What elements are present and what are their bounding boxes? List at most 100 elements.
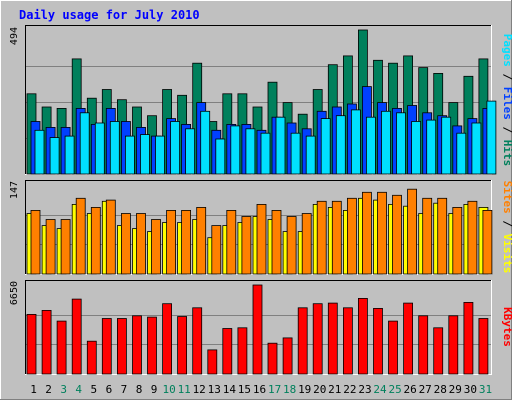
- series-label-part: /: [501, 67, 512, 87]
- x-tick-label-day-31: 31: [479, 383, 492, 396]
- bar-kbytes-day-19: [297, 307, 308, 375]
- bar-pages-day-30: [471, 122, 482, 175]
- bar-kbytes-day-13: [207, 349, 218, 375]
- bar-sites-day-3: [60, 219, 71, 275]
- x-tick-label-day-2: 2: [45, 383, 52, 396]
- x-tick-label-day-7: 7: [121, 383, 128, 396]
- bar-pages-day-14: [230, 125, 241, 175]
- bar-kbytes-day-11: [177, 316, 188, 375]
- panel-sites-visits: [25, 180, 493, 275]
- x-tick-label-day-28: 28: [434, 383, 447, 396]
- bar-kbytes-day-24: [373, 307, 383, 375]
- bar-kbytes-day-26: [403, 302, 414, 375]
- bar-sites-day-16: [256, 203, 267, 275]
- bar-pages-day-26: [411, 121, 422, 175]
- x-tick-label-day-30: 30: [464, 383, 477, 396]
- bar-sites-day-6: [105, 199, 116, 275]
- bar-sites-day-29: [452, 206, 463, 275]
- middle-panel-max-label: 147: [9, 181, 20, 199]
- bar-pages-day-20: [320, 118, 331, 175]
- series-label-part: /: [501, 214, 512, 234]
- bar-sites-day-9: [151, 219, 161, 275]
- bar-kbytes-day-9: [147, 316, 157, 375]
- x-tick-label-day-11: 11: [178, 383, 191, 396]
- bar-sites-day-12: [196, 206, 207, 275]
- bar-kbytes-day-18: [282, 337, 293, 375]
- x-tick-label-day-25: 25: [388, 383, 401, 396]
- bar-sites-day-4: [75, 197, 86, 275]
- x-tick-label-day-12: 12: [193, 383, 206, 396]
- bar-kbytes-day-6: [101, 318, 112, 375]
- bar-sites-day-10: [166, 209, 177, 275]
- bar-sites-day-31: [482, 209, 493, 275]
- panel-hits-files-pages: [25, 25, 497, 175]
- bar-sites-day-19: [301, 213, 312, 275]
- x-tick-label-day-9: 9: [151, 383, 158, 396]
- bottom-panel-max-label: 6650: [9, 281, 20, 305]
- bar-pages-day-21: [335, 115, 346, 175]
- chart-title: Daily usage for July 2010: [19, 8, 200, 22]
- x-tick-label-day-24: 24: [373, 383, 387, 396]
- bar-sites-day-14: [226, 209, 237, 275]
- bar-kbytes-day-23: [357, 297, 368, 375]
- bar-sites-day-24: [377, 191, 387, 275]
- bar-pages-day-17: [275, 116, 286, 175]
- x-axis-labels: 1 2 3 4 5 6 7 8 9 10 11 12 13 14 15 16 17 18 19 20 21 22 23 24 2…: [30, 383, 492, 396]
- bar-pages-day-11: [185, 128, 196, 175]
- bar-kbytes-day-4: [71, 298, 82, 375]
- bar-kbytes-day-30: [463, 301, 474, 375]
- x-tick-label-day-14: 14: [223, 383, 237, 396]
- x-tick-label-day-19: 19: [298, 383, 311, 396]
- bar-sites-day-15: [241, 216, 252, 275]
- bar-sites-day-7: [121, 213, 131, 275]
- bar-pages-day-9: [155, 135, 165, 175]
- x-tick-label-day-16: 16: [253, 383, 266, 396]
- series-label-part: Sites: [501, 181, 512, 214]
- bar-sites-day-27: [422, 197, 433, 275]
- bar-kbytes-day-29: [448, 315, 459, 375]
- bar-pages-day-27: [426, 119, 437, 175]
- bar-kbytes-day-8: [132, 315, 142, 375]
- bar-kbytes-day-17: [267, 342, 278, 375]
- bar-sites-day-25: [392, 194, 402, 275]
- bar-sites-day-5: [90, 206, 101, 275]
- bar-pages-day-16: [260, 132, 271, 175]
- x-tick-label-day-20: 20: [313, 383, 326, 396]
- bar-sites-day-17: [271, 209, 282, 275]
- bar-pages-day-18: [290, 132, 301, 175]
- bar-pages-day-28: [441, 116, 452, 175]
- bar-kbytes-day-28: [433, 327, 444, 375]
- bar-pages-day-19: [305, 135, 316, 175]
- bar-pages-day-7: [125, 135, 135, 175]
- x-tick-label-day-4: 4: [75, 383, 82, 396]
- bar-kbytes-day-10: [162, 303, 173, 375]
- x-tick-label-day-29: 29: [449, 383, 462, 396]
- bar-sites-day-13: [211, 225, 222, 275]
- side-labels: Pages / Files / Hits Sites / Visits KBytes: [501, 34, 512, 347]
- bar-kbytes-day-27: [418, 315, 429, 375]
- bar-kbytes-day-16: [252, 284, 263, 375]
- x-tick-label-day-15: 15: [238, 383, 251, 396]
- bar-pages-day-29: [456, 132, 467, 175]
- x-tick-label-day-26: 26: [403, 383, 416, 396]
- bar-kbytes-day-20: [312, 303, 323, 375]
- x-tick-label-day-17: 17: [268, 383, 281, 396]
- bar-pages-day-24: [381, 110, 391, 175]
- bar-sites-day-26: [407, 188, 418, 275]
- x-tick-label-day-23: 23: [358, 383, 371, 396]
- x-tick-label-day-21: 21: [328, 383, 341, 396]
- x-tick-label-day-22: 22: [343, 383, 356, 396]
- series-label-part: KBytes: [501, 307, 512, 347]
- bar-pages-day-6: [109, 121, 120, 175]
- bar-pages-day-10: [170, 121, 181, 175]
- bar-sites-day-28: [437, 197, 448, 275]
- bar-pages-day-15: [245, 128, 256, 175]
- bar-sites-day-23: [361, 191, 372, 275]
- x-tick-label-day-13: 13: [208, 383, 221, 396]
- bar-sites-day-18: [286, 216, 297, 275]
- bar-kbytes-day-22: [342, 307, 353, 375]
- bar-kbytes-day-31: [478, 318, 489, 375]
- x-tick-label-day-1: 1: [30, 383, 37, 396]
- bar-pages-day-1: [34, 129, 45, 175]
- x-tick-label-day-10: 10: [162, 383, 175, 396]
